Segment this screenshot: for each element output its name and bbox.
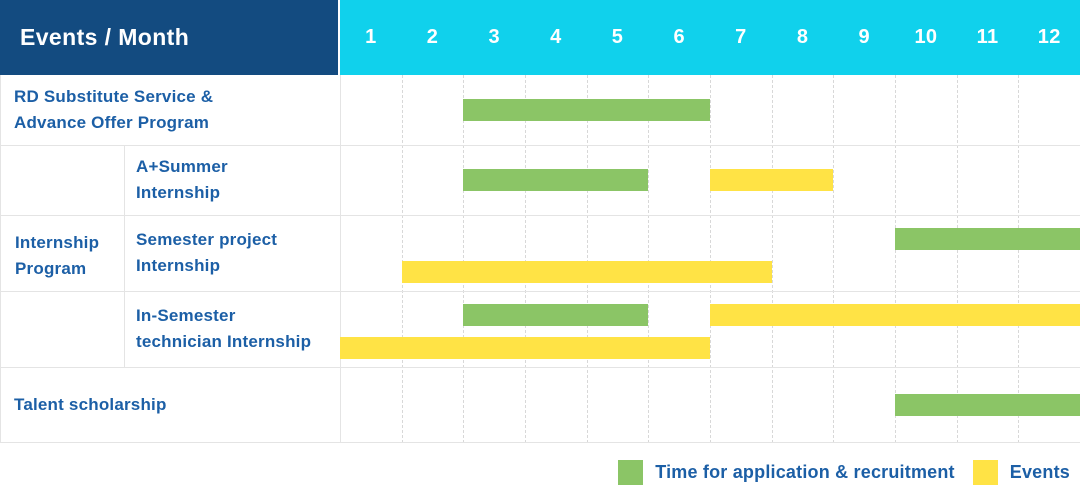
row-label-semester-project-internship: Semester project Internship: [136, 230, 278, 275]
gantt-bar-events-m7-8: [710, 169, 834, 191]
legend-item-events: Events: [972, 459, 1070, 485]
month-header-4: 4: [550, 26, 562, 48]
gridline-month-2: [401, 75, 403, 443]
gridline-month-6: [648, 75, 650, 443]
month-header-7: 7: [735, 26, 747, 48]
group-sub-divider: [124, 145, 125, 367]
month-header-10: 10: [914, 26, 938, 48]
month-header-row: 1 2 3 4 5 6 7 8 9 10 11 12: [340, 0, 1080, 75]
legend: Time for application & recruitment Event…: [618, 456, 1070, 488]
month-header-5: 5: [611, 26, 624, 48]
table-left-border: [0, 75, 1, 443]
gantt-bar-events-m1-6: [340, 337, 710, 359]
row-label-rd-substitute-service: RD Substitute Service & Advance Offer Pro…: [14, 87, 214, 132]
gantt-bar-application-m10-12: [895, 394, 1080, 416]
month-header-6: 6: [673, 26, 685, 48]
group-label-internship-program: Internship Program: [15, 233, 100, 278]
gantt-bar-application-m10-12: [895, 228, 1080, 250]
gantt-bar-application-m3-5: [463, 304, 649, 326]
table-title: Events / Month: [20, 24, 190, 50]
gridline-month-3: [463, 75, 465, 443]
legend-label-events: Events: [1009, 461, 1070, 482]
header-corner-cell: Events / Month: [0, 0, 338, 75]
month-header-11: 11: [976, 26, 999, 48]
gridline-month-10: [895, 75, 896, 443]
row-label-a-summer-internship: A+Summer Internship: [136, 157, 228, 202]
gridline-row-1: [0, 145, 1080, 146]
application-swatch: [618, 459, 644, 485]
gridline-row-3: [0, 291, 1080, 292]
table-bottom-border: [0, 442, 1080, 443]
month-header-12: 12: [1037, 26, 1061, 48]
table-header: Events / Month 1 2 3 4 5 6 7 8 9 10 11 12: [0, 0, 1080, 75]
month-header-3: 3: [488, 26, 500, 48]
legend-item-application: Time for application & recruitment: [618, 459, 955, 485]
month-header-9: 9: [858, 26, 870, 48]
month-header-2: 2: [426, 26, 439, 48]
gridline-row-4: [0, 367, 1080, 368]
chart-body: RD Substitute Service & Advance Offer Pro…: [0, 75, 1080, 443]
gridline-month-12: [1018, 75, 1020, 443]
row-label-talent-scholarship: Talent scholarship: [14, 395, 167, 414]
label-chart-divider: [340, 75, 341, 443]
gantt-bar-application-m3-5: [463, 169, 649, 191]
gantt-bar-events-m2-7: [401, 261, 772, 283]
events-swatch: [972, 459, 998, 485]
gridline-row-2: [0, 215, 1080, 216]
gridline-month-11: [956, 75, 958, 443]
month-header-8: 8: [796, 26, 809, 48]
gridline-month-4: [525, 75, 526, 443]
gantt-bar-events-m7-12: [710, 304, 1080, 326]
gridline-month-8: [771, 75, 773, 443]
row-label-in-semester-technician-internship: In-Semester technician Internship: [136, 306, 312, 351]
gridline-month-5: [586, 75, 588, 443]
legend-label-application: Time for application & recruitment: [655, 461, 955, 482]
gridline-month-7: [710, 75, 711, 443]
gantt-bar-application-m3-6: [463, 99, 710, 121]
gridline-month-9: [833, 75, 835, 443]
month-header-1: 1: [365, 26, 377, 48]
